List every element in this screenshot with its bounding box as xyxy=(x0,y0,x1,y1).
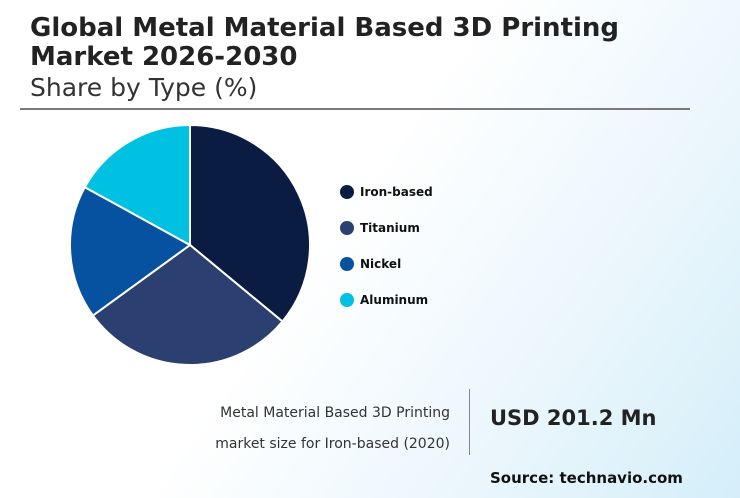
source-credit: Source: technavio.com xyxy=(490,469,683,487)
stat-divider xyxy=(469,389,470,455)
stat-description-line-2: market size for Iron-based (2020) xyxy=(215,436,450,452)
chart-title: Global Metal Material Based 3D Printing … xyxy=(30,13,620,72)
header-divider xyxy=(20,108,690,110)
legend-label: Titanium xyxy=(360,221,420,235)
legend-item-titanium: Titanium xyxy=(340,210,433,246)
legend-item-nickel: Nickel xyxy=(340,246,433,282)
pie-slice-titanium xyxy=(91,243,284,366)
legend-label: Aluminum xyxy=(360,293,429,307)
chart-subtitle: Share by Type (%) xyxy=(30,73,258,102)
legend-item-aluminum: Aluminum xyxy=(340,282,433,318)
legend-swatch xyxy=(340,293,354,307)
stat-value: USD 201.2 Mn xyxy=(490,406,657,430)
stat-description: Metal Material Based 3D Printing market … xyxy=(215,398,450,460)
legend-item-iron-based: Iron-based xyxy=(340,174,433,210)
pie-slice-aluminum xyxy=(83,123,191,247)
legend-label: Nickel xyxy=(360,257,402,271)
legend-swatch xyxy=(340,257,354,271)
legend-swatch xyxy=(340,185,354,199)
pie-slice-nickel xyxy=(69,185,192,317)
legend-swatch xyxy=(340,221,354,235)
chart-legend: Iron-based Titanium Nickel Aluminum xyxy=(340,174,433,318)
legend-label: Iron-based xyxy=(360,185,433,199)
pie-slice-iron-based xyxy=(189,123,311,323)
stat-description-line-1: Metal Material Based 3D Printing xyxy=(220,405,450,421)
